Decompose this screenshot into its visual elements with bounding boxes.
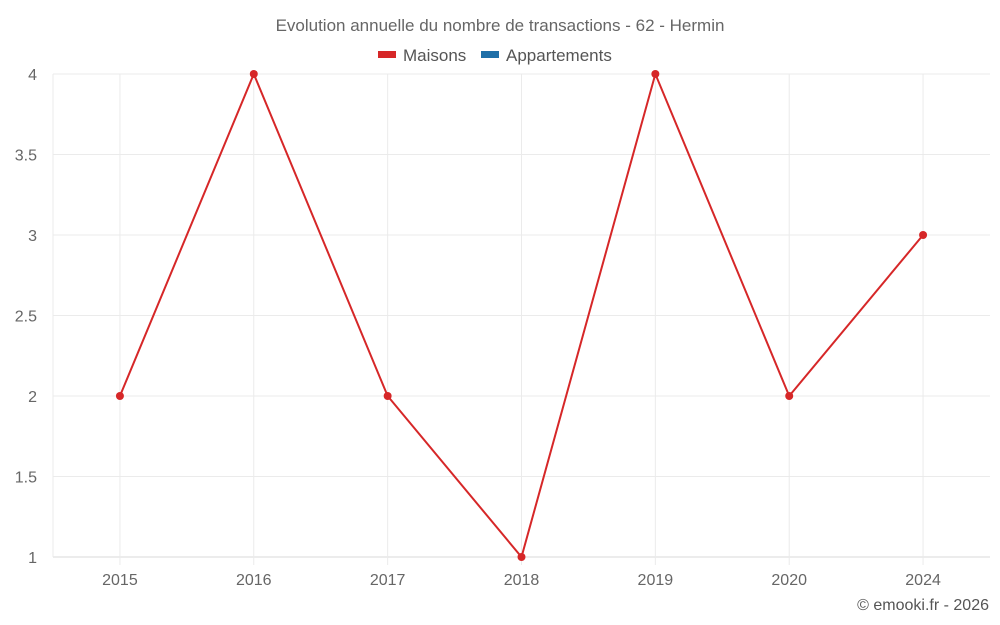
data-point[interactable] [785, 392, 794, 400]
x-tick-label: 2017 [370, 572, 406, 589]
legend-item-appartements[interactable]: Appartements [481, 46, 612, 65]
y-tick-label: 2 [28, 389, 37, 406]
x-tick-label: 2018 [504, 572, 540, 589]
y-tick-label: 1.5 [15, 470, 37, 487]
chart-title: Evolution annuelle du nombre de transact… [276, 16, 725, 35]
legend: Maisons Appartements [378, 46, 612, 65]
y-tick-label: 1 [28, 550, 37, 567]
x-tick-label: 2020 [771, 572, 807, 589]
x-tick-label: 2019 [638, 572, 674, 589]
y-tick-label: 3 [28, 228, 37, 245]
x-tick-label: 2024 [905, 572, 941, 589]
data-point[interactable] [115, 392, 124, 400]
legend-label: Maisons [403, 46, 466, 65]
credit-text: © emooki.fr - 2026 [857, 597, 989, 614]
grid [52, 73, 990, 565]
y-tick-label: 4 [28, 67, 37, 84]
data-point[interactable] [249, 70, 258, 78]
series-layer [115, 70, 928, 561]
legend-item-maisons[interactable]: Maisons [378, 46, 466, 65]
x-tick-label: 2016 [236, 572, 272, 589]
x-axis: 2015 2016 2017 2018 2019 2020 2024 [102, 572, 941, 589]
x-tick-label: 2015 [102, 572, 138, 589]
y-axis: 1 1.5 2 2.5 3 3.5 4 [15, 67, 37, 567]
data-point[interactable] [517, 553, 526, 561]
data-point[interactable] [651, 70, 660, 78]
y-tick-label: 2.5 [15, 309, 37, 326]
data-point[interactable] [383, 392, 392, 400]
data-point[interactable] [919, 231, 928, 239]
legend-swatch-icon [378, 51, 396, 58]
legend-label: Appartements [506, 46, 612, 65]
y-tick-label: 3.5 [15, 148, 37, 165]
legend-swatch-icon [481, 51, 499, 58]
